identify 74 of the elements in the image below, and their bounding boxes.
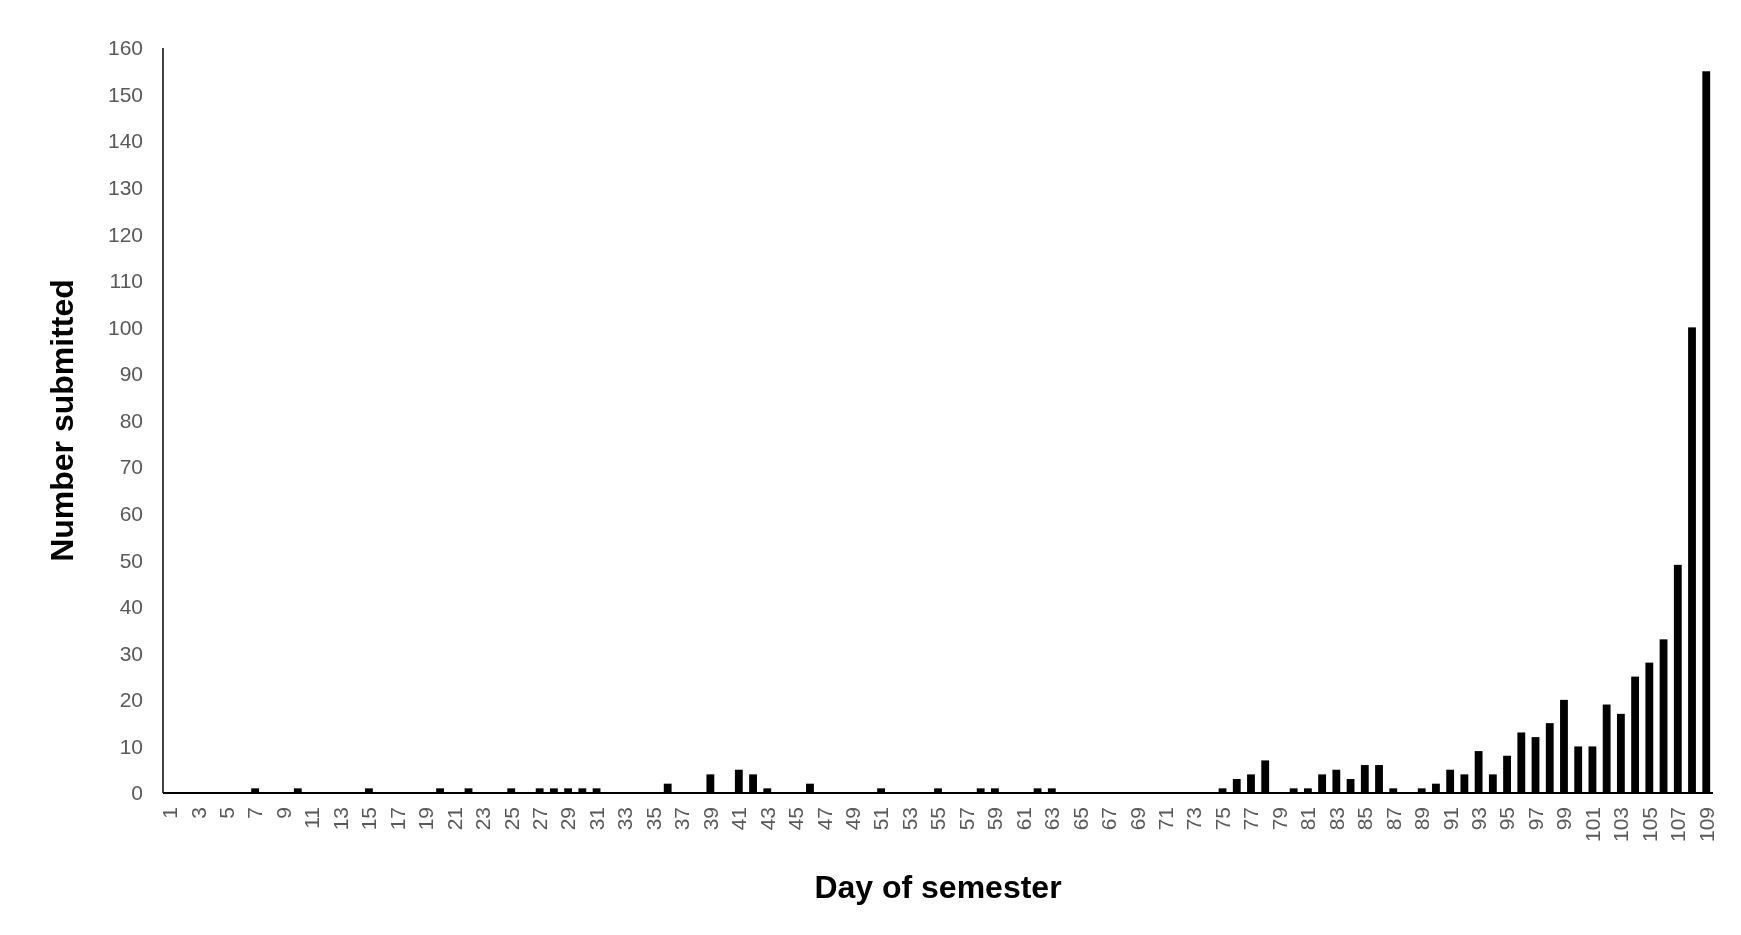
x-tick-label: 81 [1296,807,1320,831]
x-tick-label: 91 [1438,807,1462,831]
x-tick-label: 99 [1552,807,1576,831]
x-tick-label: 51 [869,807,893,831]
x-tick-label: 5 [215,807,239,819]
x-tick-label: 7 [243,807,267,819]
x-tick-label: 97 [1523,807,1547,831]
x-tick-label: 59 [983,807,1007,831]
y-tick-label: 10 [119,734,143,758]
x-tick-label: 47 [812,807,836,831]
x-tick-label: 57 [954,807,978,831]
x-tick-label: 73 [1182,807,1206,831]
x-tick-label: 61 [1011,807,1035,831]
x-tick-label: 27 [528,807,551,831]
x-tick-label: 79 [1267,807,1291,831]
x-tick-label: 93 [1466,807,1490,831]
y-tick-label: 30 [119,641,143,665]
x-tick-label: 9 [271,807,295,819]
y-tick-label: 20 [119,688,143,712]
x-tick-label: 15 [357,807,381,831]
x-tick-label: 55 [926,807,950,831]
x-tick-label: 43 [755,807,779,831]
x-tick-label: 49 [840,807,864,831]
y-axis-title: Number submitted [44,279,80,562]
x-tick-label: 101 [1580,807,1604,843]
x-tick-label: 105 [1637,807,1661,843]
y-tick-label: 80 [119,408,143,432]
x-tick-label: 95 [1495,807,1519,831]
x-tick-label: 83 [1324,807,1348,831]
x-tick-label: 109 [1694,807,1718,843]
x-tick-label: 87 [1381,807,1405,831]
y-tick-label: 100 [107,315,143,339]
y-tick-label: 140 [107,129,143,153]
x-tick-label: 39 [698,807,722,831]
y-tick-label: 120 [107,222,143,246]
x-tick-label: 69 [1125,807,1149,831]
x-tick-label: 89 [1410,807,1434,831]
x-tick-label: 67 [1097,807,1121,831]
y-tick-label: 160 [107,36,143,60]
x-tick-label: 17 [385,807,409,831]
y-tick-label: 150 [107,82,143,106]
x-tick-label: 77 [1239,807,1263,831]
y-tick-label: 90 [119,362,143,386]
x-tick-label: 107 [1666,807,1690,843]
x-tick-label: 33 [613,807,637,831]
x-tick-label: 23 [471,807,495,831]
x-tick-label: 65 [1068,807,1092,831]
x-tick-label: 41 [727,807,751,831]
y-tick-label: 130 [107,176,143,200]
x-tick-label: 31 [584,807,608,831]
x-tick-label: 103 [1609,807,1633,843]
y-tick-label: 110 [109,269,143,293]
x-tick-label: 45 [784,807,808,831]
x-tick-label: 53 [897,807,921,831]
x-tick-label: 21 [442,807,466,831]
x-tick-label: 25 [499,807,523,831]
y-tick-label: 40 [119,595,143,619]
y-tick-label: 50 [119,548,143,572]
x-tick-label: 29 [556,807,580,831]
y-tick-label: 70 [119,455,143,479]
y-tick-label: 60 [119,501,143,525]
y-tick-label: 0 [131,781,143,805]
x-tick-label: 1 [158,807,182,819]
x-tick-label: 85 [1353,807,1377,831]
x-tick-label: 71 [1153,807,1177,831]
x-tick-label: 13 [328,807,352,831]
x-tick-label: 19 [414,807,438,831]
x-tick-label: 75 [1210,807,1234,831]
x-tick-label: 35 [641,807,665,831]
x-tick-label: 63 [1040,807,1064,831]
x-tick-label: 3 [186,807,210,819]
x-tick-label: 37 [670,807,694,831]
x-tick-label: 11 [300,807,324,829]
x-axis-title: Day of semester [814,869,1062,905]
